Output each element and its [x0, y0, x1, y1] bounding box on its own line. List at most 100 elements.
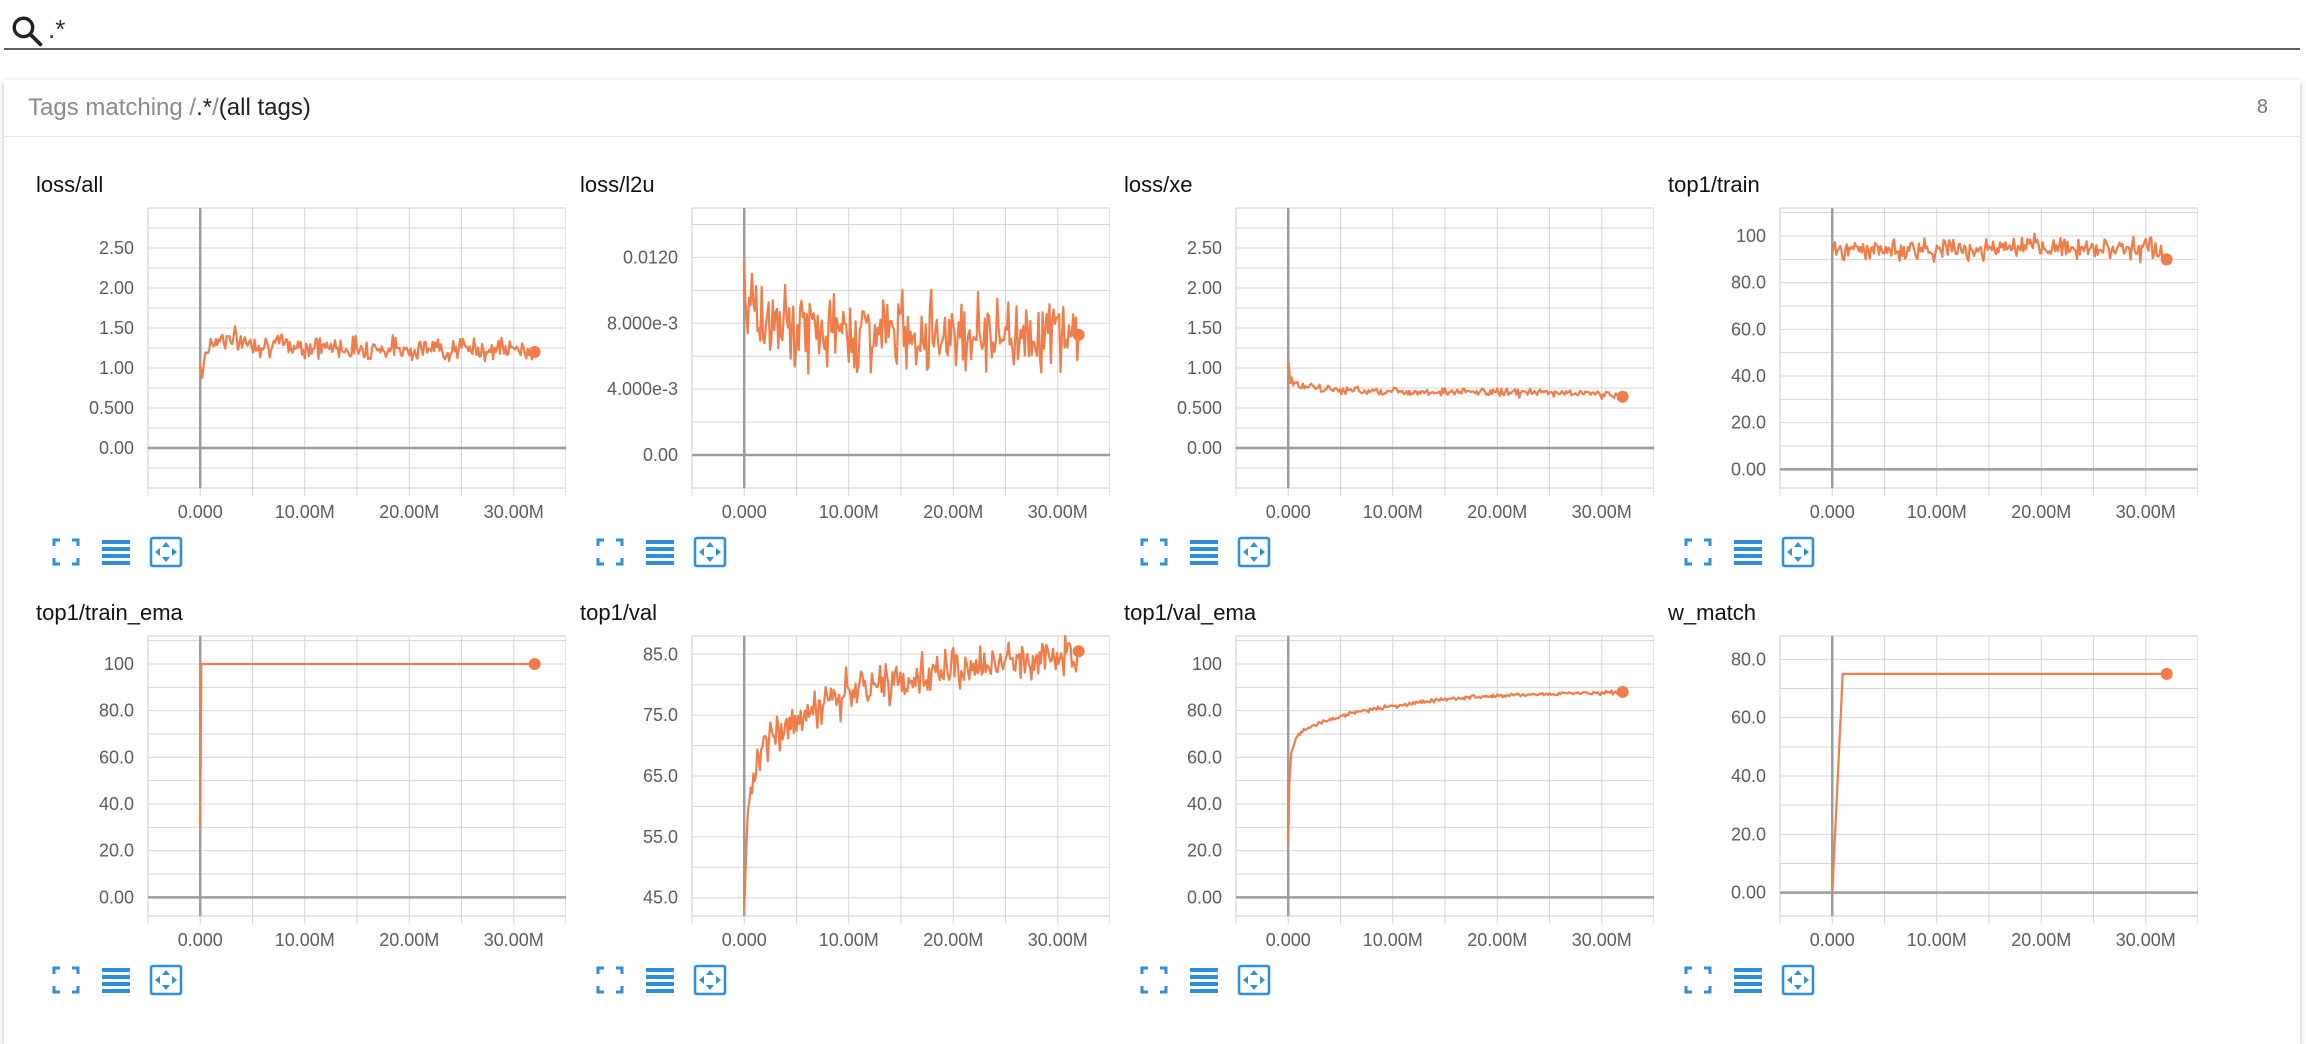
series-line[interactable]: [1287, 359, 1624, 400]
tag-count: 8: [2256, 96, 2268, 118]
line-chart[interactable]: 0.00 4.000e-3 8.000e-3 0.0120 0.000 10.00M 20.…: [580, 200, 1110, 530]
x-tick-label: 30.00M: [1572, 502, 1632, 522]
chart-title: w_match: [1668, 600, 1757, 625]
fit-domain-button[interactable]: [146, 532, 186, 572]
fit-domain-button[interactable]: [690, 532, 730, 572]
y-tick-label: 0.500: [1177, 398, 1222, 418]
line-chart[interactable]: 0.00 20.0 40.0 60.0 80.0 100 0.000 10.00M 20.00M…: [1668, 200, 2198, 530]
chart-card: w_match 0.00 20.0 40.0 60.0 80.0 0.000 10.00M 20…: [1668, 600, 2208, 1020]
tag-group-title: Tags matching /.*/(all tags): [28, 94, 311, 122]
toggle-log-scale-button[interactable]: [1184, 960, 1224, 1000]
expand-button[interactable]: [1678, 960, 1718, 1000]
toggle-log-scale-button[interactable]: [96, 960, 136, 1000]
toggle-log-scale-button[interactable]: [1184, 532, 1224, 572]
series-end-point[interactable]: [1616, 390, 1629, 403]
x-tick-label: 20.00M: [923, 502, 983, 522]
series-end-point[interactable]: [1072, 328, 1085, 341]
expand-button[interactable]: [1678, 532, 1718, 572]
series-line[interactable]: [743, 634, 1080, 910]
chart-card: loss/l2u 0.00 4.000e-3 8.000e-3 0.0120 0.000 1…: [580, 172, 1120, 592]
x-tick-label: 10.00M: [1907, 502, 1967, 522]
series-line[interactable]: [199, 325, 535, 379]
series-end-point[interactable]: [1072, 645, 1085, 658]
tag-group-header[interactable]: Tags matching /.*/(all tags) 8: [4, 80, 2300, 137]
line-chart[interactable]: 45.0 55.0 65.0 75.0 85.0 0.000 10.00M 20.00M 30.…: [580, 628, 1110, 958]
y-tick-label: 2.00: [1187, 278, 1222, 298]
x-tick-label: 30.00M: [2116, 930, 2176, 950]
data-toggle-icon: [1190, 540, 1218, 565]
x-tick-label: 30.00M: [484, 502, 544, 522]
y-tick-label: 4.000e-3: [607, 379, 678, 399]
line-chart[interactable]: 0.00 20.0 40.0 60.0 80.0 100 0.000 10.00M 20.00M…: [36, 628, 566, 958]
series-end-point[interactable]: [2160, 253, 2173, 266]
series-end-point[interactable]: [1616, 686, 1629, 698]
x-tick-label: 0.000: [1266, 502, 1311, 522]
chart-title: top1/train_ema: [36, 600, 183, 625]
x-tick-label: 10.00M: [819, 930, 879, 950]
chart-card: top1/val 45.0 55.0 65.0 75.0 85.0 0.000 10.00M 2…: [580, 600, 1120, 1020]
series-end-point[interactable]: [528, 658, 541, 670]
line-chart[interactable]: 0.00 20.0 40.0 60.0 80.0 100 0.000 10.00M 20.00M…: [1124, 628, 1654, 958]
toggle-log-scale-button[interactable]: [640, 960, 680, 1000]
y-tick-label: 80.0: [99, 701, 134, 721]
x-tick-label: 10.00M: [275, 502, 335, 522]
y-tick-label: 0.00: [1187, 887, 1222, 907]
y-tick-label: 0.0120: [623, 247, 678, 267]
series-end-point[interactable]: [2160, 667, 2173, 680]
x-tick-label: 20.00M: [2011, 930, 2071, 950]
x-tick-label: 0.000: [1810, 930, 1855, 950]
expand-button[interactable]: [46, 532, 86, 572]
y-tick-label: 40.0: [1731, 766, 1766, 786]
x-tick-label: 0.000: [1810, 502, 1855, 522]
line-chart[interactable]: 0.00 0.500 1.00 1.50 2.00 2.50 0.000 10.00M 20.0…: [36, 200, 566, 530]
y-tick-label: 45.0: [643, 888, 678, 908]
fit-domain-button[interactable]: [1778, 532, 1818, 572]
tag-filter-input[interactable]: [48, 14, 2248, 44]
expand-icon: [1140, 538, 1168, 566]
series-line[interactable]: [1831, 672, 2167, 893]
line-chart[interactable]: 0.00 20.0 40.0 60.0 80.0 0.000 10.00M 20.00M 30.…: [1668, 628, 2198, 958]
tag-group-panel: Tags matching /.*/(all tags) 8 loss/all 0…: [4, 80, 2300, 1044]
x-tick-label: 20.00M: [923, 930, 983, 950]
y-tick-label: 2.00: [99, 278, 134, 298]
fit-domain-icon: [1237, 964, 1271, 996]
series-line[interactable]: [199, 662, 535, 828]
expand-button[interactable]: [590, 532, 630, 572]
fit-domain-button[interactable]: [146, 960, 186, 1000]
toggle-log-scale-button[interactable]: [640, 532, 680, 572]
title-suffix: (all tags): [218, 94, 311, 121]
series-line[interactable]: [1287, 689, 1623, 844]
x-tick-label: 0.000: [722, 930, 767, 950]
fit-domain-button[interactable]: [1234, 532, 1274, 572]
toggle-log-scale-button[interactable]: [1728, 532, 1768, 572]
data-toggle-icon: [102, 540, 130, 565]
y-tick-label: 100: [104, 654, 134, 674]
line-chart[interactable]: 0.00 0.500 1.00 1.50 2.00 2.50 0.000 10.00M 20.0…: [1124, 200, 1654, 530]
y-tick-label: 65.0: [643, 766, 678, 786]
expand-button[interactable]: [1134, 960, 1174, 1000]
y-tick-label: 2.50: [1187, 238, 1222, 258]
toggle-log-scale-button[interactable]: [96, 532, 136, 572]
series-line[interactable]: [743, 260, 1080, 375]
y-tick-label: 1.50: [1187, 318, 1222, 338]
series-line[interactable]: [1831, 232, 2168, 265]
expand-button[interactable]: [1134, 532, 1174, 572]
x-tick-label: 10.00M: [1363, 502, 1423, 522]
x-tick-label: 10.00M: [819, 502, 879, 522]
y-tick-label: 40.0: [1187, 794, 1222, 814]
expand-button[interactable]: [590, 960, 630, 1000]
toggle-log-scale-button[interactable]: [1728, 960, 1768, 1000]
series-end-point[interactable]: [528, 346, 541, 358]
x-tick-label: 10.00M: [275, 930, 335, 950]
x-tick-label: 10.00M: [1363, 930, 1423, 950]
fit-domain-button[interactable]: [1234, 960, 1274, 1000]
y-tick-label: 1.50: [99, 318, 134, 338]
x-tick-label: 20.00M: [1467, 502, 1527, 522]
y-tick-label: 0.00: [1731, 883, 1766, 903]
fit-domain-button[interactable]: [690, 960, 730, 1000]
expand-button[interactable]: [46, 960, 86, 1000]
data-toggle-icon: [1734, 540, 1762, 565]
y-tick-label: 8.000e-3: [607, 313, 678, 333]
x-tick-label: 30.00M: [484, 930, 544, 950]
fit-domain-button[interactable]: [1778, 960, 1818, 1000]
